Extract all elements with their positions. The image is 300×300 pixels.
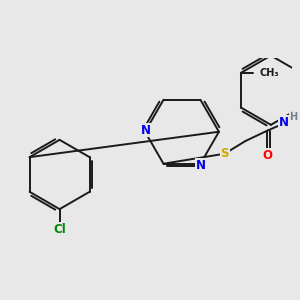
- Text: Cl: Cl: [53, 223, 66, 236]
- Text: N: N: [141, 124, 151, 136]
- Text: N: N: [196, 159, 206, 172]
- Text: CH₃: CH₃: [259, 68, 279, 78]
- Text: N: N: [279, 116, 289, 129]
- Text: S: S: [220, 147, 229, 160]
- Text: O: O: [262, 149, 272, 162]
- Text: H: H: [289, 112, 297, 122]
